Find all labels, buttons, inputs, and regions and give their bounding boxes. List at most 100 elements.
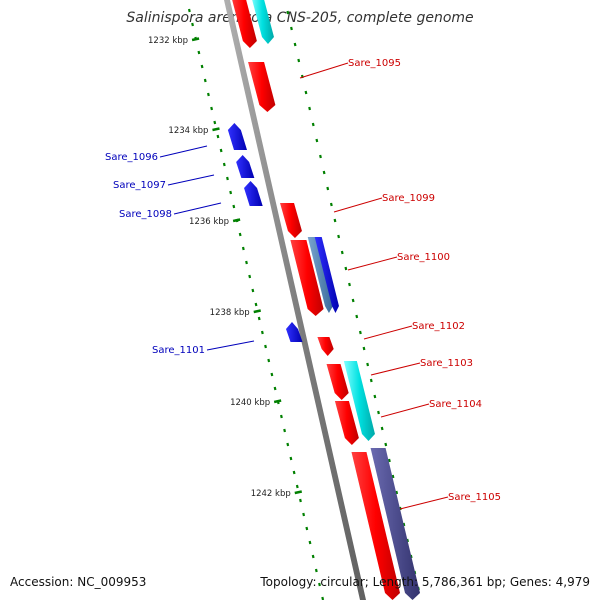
gene-leader-line bbox=[380, 403, 430, 418]
track-dot bbox=[322, 170, 326, 175]
track-dot bbox=[229, 190, 233, 195]
gene-features[interactable] bbox=[227, 0, 421, 600]
gene-label[interactable]: Sare_1103 bbox=[420, 358, 473, 369]
track-dot bbox=[280, 414, 283, 419]
track-dot bbox=[251, 288, 255, 293]
track-dot bbox=[311, 122, 315, 127]
tick-mark bbox=[212, 127, 220, 132]
gene-arrow[interactable] bbox=[231, 0, 257, 48]
track-dot bbox=[362, 346, 366, 351]
gene-leader-line bbox=[370, 362, 421, 376]
gene-label[interactable]: Sare_1100 bbox=[397, 252, 450, 263]
track-dot bbox=[191, 22, 194, 27]
gene-arrow[interactable] bbox=[251, 0, 274, 44]
gene-label[interactable]: Sare_1102 bbox=[412, 321, 465, 332]
tick-label: 1234 kbp bbox=[168, 126, 208, 136]
track-dot bbox=[387, 458, 391, 463]
gene-leader-line bbox=[333, 197, 383, 213]
track-dot bbox=[203, 78, 207, 83]
track-dot bbox=[226, 176, 229, 181]
track-dot bbox=[348, 282, 351, 287]
track-dot bbox=[326, 186, 330, 191]
tick-label: 1238 kbp bbox=[210, 308, 250, 318]
gene-label[interactable]: Sare_1096 bbox=[105, 152, 158, 163]
track-dot bbox=[355, 314, 359, 319]
track-dot bbox=[295, 484, 299, 489]
gene-arrow[interactable] bbox=[280, 203, 302, 238]
track-dot bbox=[311, 554, 315, 559]
track-dot bbox=[308, 106, 312, 111]
gene-label[interactable]: Sare_1104 bbox=[429, 399, 482, 410]
gene-arrow[interactable] bbox=[334, 401, 359, 445]
track-dot bbox=[333, 218, 337, 223]
track-dot bbox=[305, 526, 309, 531]
track-dot bbox=[248, 274, 252, 279]
track-dot bbox=[297, 58, 301, 63]
track-dot bbox=[380, 426, 384, 431]
tick-mark bbox=[191, 37, 200, 42]
gene-leader-line bbox=[206, 340, 255, 351]
gene-arrow[interactable] bbox=[351, 452, 401, 600]
track-dot bbox=[402, 522, 406, 527]
gene-arrow[interactable] bbox=[343, 361, 375, 441]
gene-arrow[interactable] bbox=[314, 237, 339, 313]
tick-label: 1236 kbp bbox=[189, 217, 229, 227]
track-dot bbox=[286, 442, 290, 447]
track-dot bbox=[219, 148, 223, 153]
gene-label[interactable]: Sare_1101 bbox=[152, 345, 205, 356]
gene-arrow[interactable] bbox=[248, 62, 276, 112]
track-dot bbox=[222, 162, 226, 167]
track-dot bbox=[238, 232, 242, 237]
gene-arrow[interactable] bbox=[317, 337, 334, 356]
gene-arrow[interactable] bbox=[244, 181, 263, 206]
track-dot bbox=[245, 260, 248, 265]
track-dot bbox=[290, 26, 293, 31]
gene-label[interactable]: Sare_1098 bbox=[119, 209, 172, 220]
track-dot bbox=[283, 428, 287, 433]
genome-summary-text: Topology: circular; Length: 5,786,361 bp… bbox=[260, 575, 590, 589]
gene-leader-line bbox=[299, 62, 349, 79]
track-dot bbox=[308, 540, 312, 545]
track-dot bbox=[254, 302, 258, 307]
track-dot bbox=[187, 8, 191, 13]
track-dot bbox=[315, 138, 319, 143]
track-dot bbox=[340, 250, 344, 255]
tick-label: 1240 kbp bbox=[230, 398, 270, 408]
gene-leader-line bbox=[347, 256, 398, 271]
tick-track bbox=[187, 8, 420, 600]
track-dot bbox=[273, 386, 277, 391]
track-dot bbox=[302, 512, 306, 517]
track-dot bbox=[358, 330, 362, 335]
gene-arrow[interactable] bbox=[307, 237, 333, 313]
gene-leader-line bbox=[173, 202, 222, 215]
track-dot bbox=[293, 42, 297, 47]
gene-arrow[interactable] bbox=[227, 123, 248, 150]
track-dot bbox=[329, 202, 333, 207]
tick-label: 1232 kbp bbox=[148, 36, 188, 46]
track-dot bbox=[373, 394, 377, 399]
track-dot bbox=[344, 266, 348, 271]
gene-label[interactable]: Sare_1097 bbox=[113, 180, 166, 191]
gene-arrow[interactable] bbox=[326, 364, 349, 400]
gene-label[interactable]: Sare_1105 bbox=[448, 492, 501, 503]
accession-text: Accession: NC_009953 bbox=[10, 575, 147, 589]
gene-arrow[interactable] bbox=[236, 155, 255, 178]
tick-mark bbox=[273, 399, 282, 404]
track-dot bbox=[270, 372, 274, 377]
gene-label[interactable]: Sare_1095 bbox=[348, 58, 401, 69]
track-dot bbox=[292, 470, 296, 475]
gene-leader-line bbox=[167, 174, 215, 186]
track-dot bbox=[260, 330, 264, 335]
gene-labels: Sare_1095 Sare_1096 Sare_1097 Sare_1098 Sare… bbox=[105, 58, 501, 510]
track-dot bbox=[391, 474, 395, 479]
gene-arrow[interactable] bbox=[370, 448, 421, 600]
gene-label[interactable]: Sare_1099 bbox=[382, 193, 435, 204]
track-dot bbox=[286, 10, 290, 15]
tick-mark bbox=[294, 490, 303, 495]
gene-arrow[interactable] bbox=[290, 240, 324, 316]
track-dot bbox=[213, 120, 217, 125]
track-dot bbox=[351, 298, 355, 303]
gene-arrow[interactable] bbox=[285, 322, 303, 342]
gene-leader-line bbox=[159, 145, 208, 158]
